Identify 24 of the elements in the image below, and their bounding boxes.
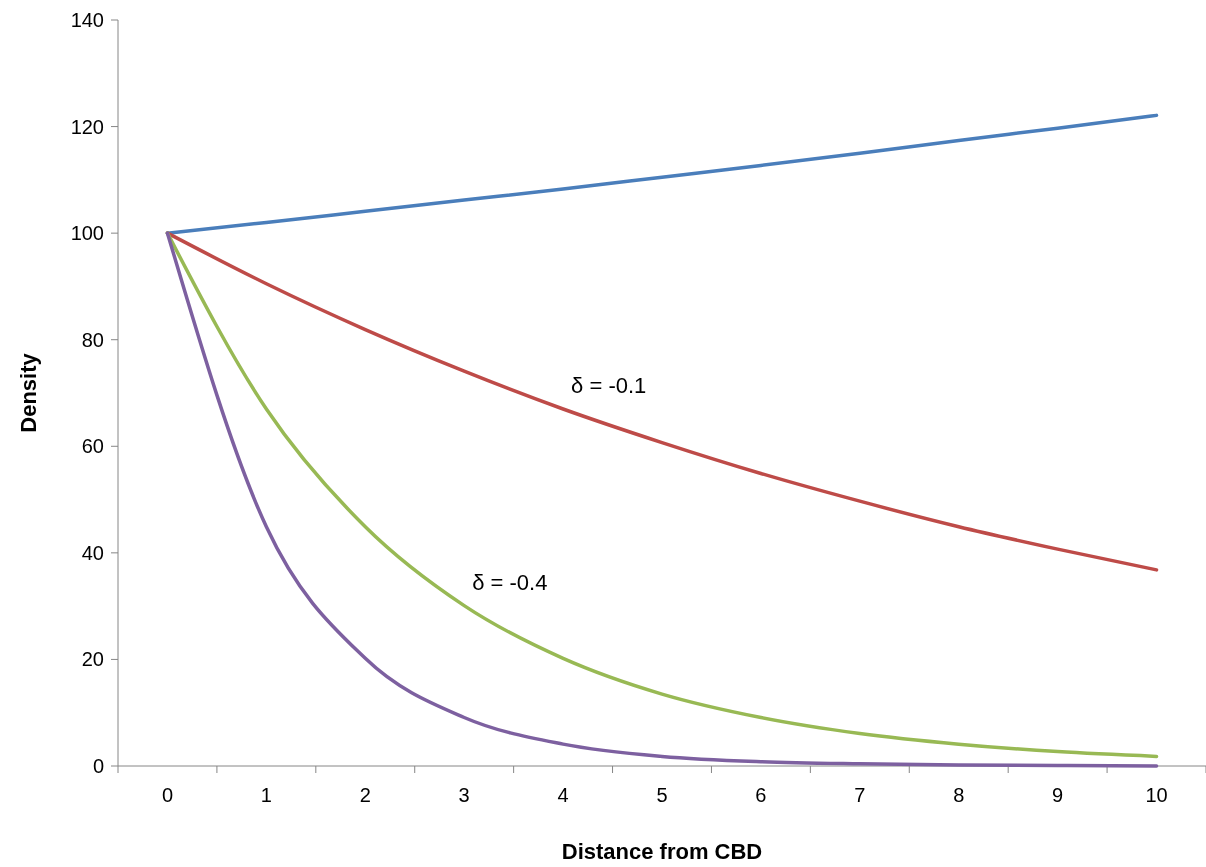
line-series: [165, 113, 1159, 235]
x-tick-label: 5: [656, 784, 668, 806]
y-axis-title: Density: [16, 352, 41, 433]
x-tick-label: 3: [458, 784, 470, 806]
y-tick-label: 120: [70, 115, 104, 138]
x-axis-title: Distance from CBD: [561, 839, 763, 864]
x-tick-label: 8: [953, 784, 965, 806]
annotation: δ = -0.4: [472, 569, 548, 595]
y-tick-label: 60: [81, 435, 104, 458]
y-tick-label: 20: [81, 648, 104, 671]
x-tick-label: 7: [854, 784, 866, 806]
x-tick-label: 6: [755, 784, 767, 806]
x-tick-label: 4: [557, 784, 569, 806]
y-tick-label: 40: [81, 541, 104, 564]
x-tick-label: 2: [359, 784, 371, 806]
x-tick-label: 9: [1052, 784, 1064, 806]
y-tick-label: 100: [70, 222, 104, 245]
x-tick-label: 10: [1145, 784, 1168, 806]
y-tick-label: 80: [81, 328, 104, 351]
y-tick-label: 140: [70, 9, 104, 31]
x-tick-label: 0: [161, 784, 174, 806]
x-tick-label: 1: [260, 784, 272, 806]
y-tick-label: 0: [92, 755, 104, 777]
annotation: δ = -0.1: [571, 372, 647, 398]
